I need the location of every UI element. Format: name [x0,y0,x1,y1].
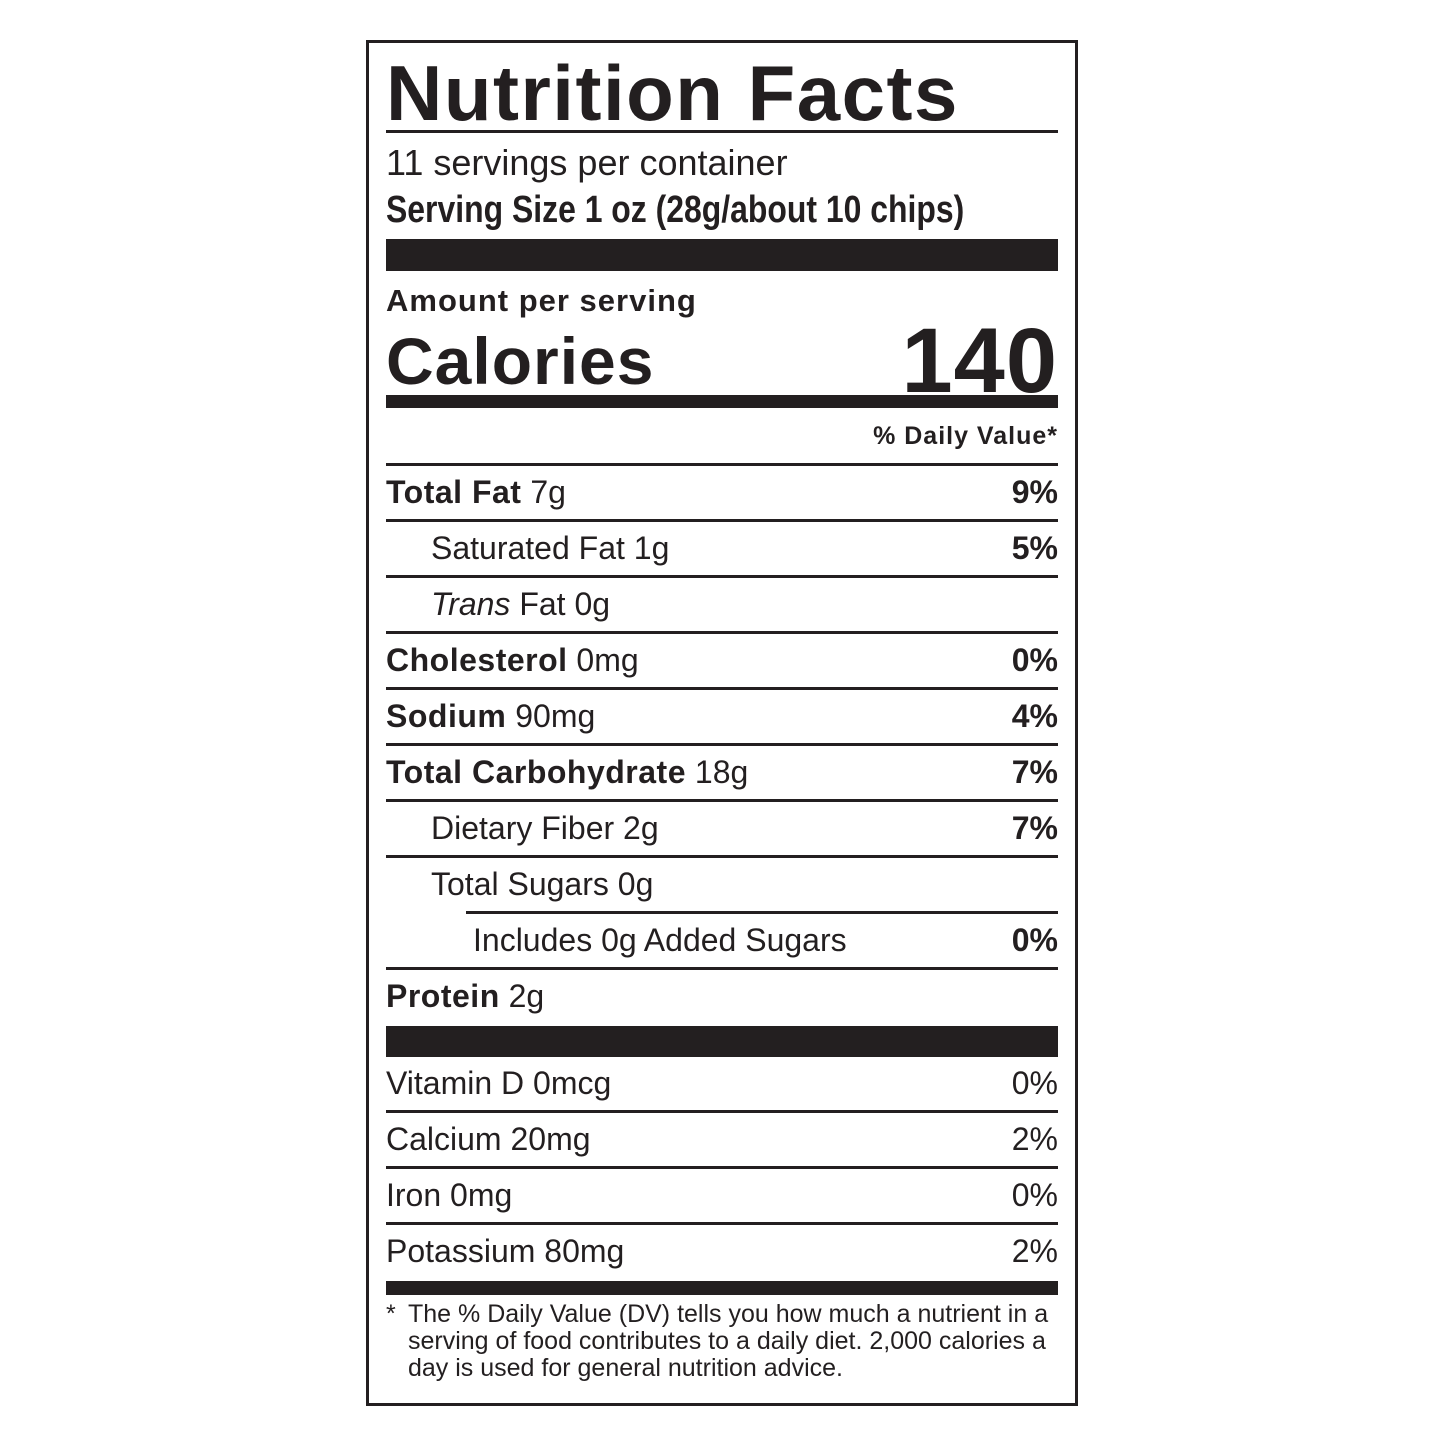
nutrient-text: Protein [386,978,500,1014]
nutrient-text: 18g [694,754,749,790]
nutrient-text: Iron [386,1177,442,1213]
nutrient-row-trans-fat: Trans Fat 0g [386,578,1058,634]
dv-percent: 7% [1011,754,1058,790]
footnote: * The % Daily Value (DV) tells you how m… [386,1301,1058,1382]
calories-row: Calories 140 [386,311,1058,411]
nutrient-row-total-fat: Total Fat 7g 9% [386,466,1058,522]
nutrient-text: Includes 0g Added Sugars [473,922,847,958]
nutrient-text: Total Carbohydrate [386,754,686,790]
nutrient-text: Fat [519,586,566,622]
dv-percent: 0% [1011,922,1058,958]
nutrient-text: 0g [574,586,611,622]
nutrient-text: Saturated Fat [431,530,625,566]
nutrient-row-added-sugars: Includes 0g Added Sugars 0% [386,914,1058,970]
dv-percent: 5% [1011,530,1058,566]
nutrient-text: 0g [617,866,654,902]
nutrient-text: Potassium [386,1233,536,1269]
nutrient-row-dietary-fiber: Dietary Fiber 2g 7% [386,802,1058,858]
nutrient-text: Total Fat [386,474,522,510]
nutrient-text: 80mg [544,1233,625,1269]
nutrient-text: 0mcg [533,1065,612,1101]
nutrient-text: 0mg [450,1177,513,1213]
dv-percent: 9% [1011,474,1058,510]
calories-label: Calories [386,324,655,398]
serving-size: Serving Size 1 oz (28g/about 10 chips) [386,189,965,231]
nutrient-text: Calcium [386,1121,502,1157]
nutrient-row-total-sugars: Total Sugars 0g [431,858,1058,914]
vitamin-row-vitamin-d: Vitamin D 0mcg 0% [386,1057,1058,1113]
nutrient-text: Cholesterol [386,642,568,678]
nutrition-facts-label: Nutrition Facts 11 servings per containe… [366,40,1078,1406]
nutrient-text: 20mg [510,1121,591,1157]
nutrient-text: Sodium [386,698,507,734]
nutrient-row-protein: Protein 2g [386,970,1058,1023]
nutrient-row-saturated-fat: Saturated Fat 1g 5% [386,522,1058,578]
divider [386,463,1058,466]
vitamin-list: Vitamin D 0mcg 0% Calcium 20mg 2% Iron 0mg… [386,1057,1058,1278]
nutrient-text: 0% [1011,1177,1058,1213]
nutrient-row-sodium: Sodium 90mg 4% [386,690,1058,746]
divider [386,130,1058,133]
nutrient-text: Total Sugars [431,866,609,902]
footnote-marker: * [386,1300,396,1328]
vitamin-row-potassium: Potassium 80mg 2% [386,1225,1058,1278]
nutrient-text: Trans [431,586,511,622]
dv-percent: 4% [1011,698,1058,734]
nutrient-text: 0% [1011,1065,1058,1101]
nutrient-text: 2% [1011,1233,1058,1269]
thick-divider [386,1026,1058,1057]
nutrient-text: Dietary Fiber [431,810,615,846]
nutrient-text: 2% [1011,1121,1058,1157]
nutrient-row-total-carbohydrate: Total Carbohydrate 18g 7% [386,746,1058,802]
dv-percent: 0% [1011,642,1058,678]
label-title: Nutrition Facts [386,49,959,137]
medium-divider [386,395,1058,408]
dv-percent: 7% [1011,810,1058,846]
daily-value-header: % Daily Value* [873,422,1058,450]
nutrient-text: 7g [530,474,566,510]
vitamin-row-calcium: Calcium 20mg 2% [386,1113,1058,1169]
calories-value: 140 [901,310,1058,412]
vitamin-row-iron: Iron 0mg 0% [386,1169,1058,1225]
thick-divider [386,239,1058,271]
nutrient-text: 1g [633,530,670,566]
servings-per-container: 11 servings per container [386,142,788,183]
nutrient-text: 2g [623,810,659,846]
nutrient-row-cholesterol: Cholesterol 0mg 0% [386,634,1058,690]
nutrient-text: 0mg [576,642,639,678]
nutrient-list: Total Fat 7g 9% Saturated Fat 1g 5% Trans … [386,466,1058,1023]
footnote-text: The % Daily Value (DV) tells you how muc… [408,1300,1049,1382]
nutrient-text: Vitamin D [386,1065,525,1101]
nutrient-text: 90mg [515,698,596,734]
amount-per-serving: Amount per serving [386,283,697,318]
medium-divider [386,1281,1058,1295]
nutrient-text: 2g [508,978,545,1014]
